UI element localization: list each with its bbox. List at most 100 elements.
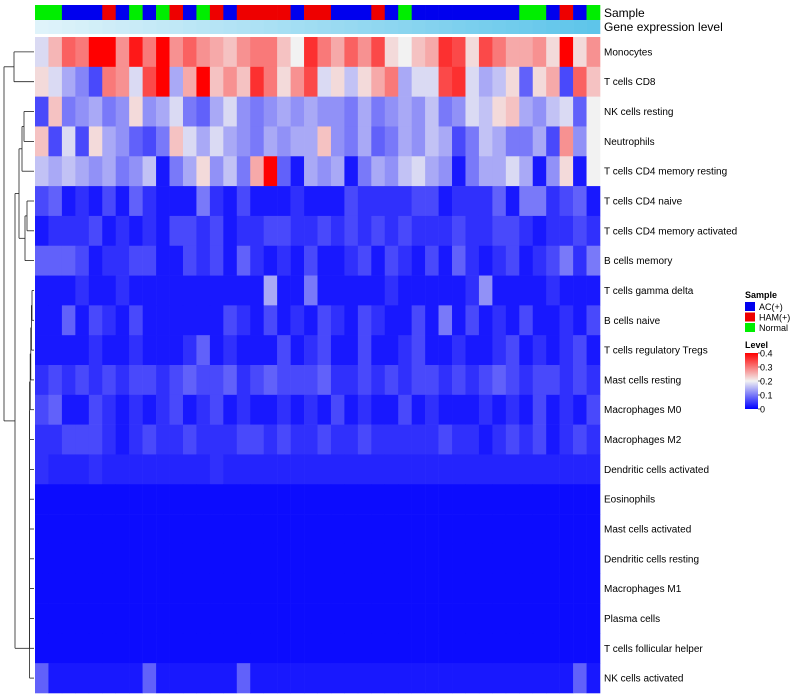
heatmap-cell [317,245,332,276]
heatmap-cell [559,156,574,187]
heatmap-cell [156,543,170,575]
heatmap-cell [384,603,399,634]
row-label: Monocytes [604,47,652,58]
heatmap-cell [586,37,601,68]
heatmap-cell [317,335,332,366]
heatmap-cell [586,305,601,336]
heatmap-cell [357,156,372,187]
heatmap-cell [169,66,184,97]
heatmap-cell [236,66,251,97]
heatmap-cell [384,126,399,157]
heatmap-cell [438,37,453,68]
heatmap-cell [492,573,507,604]
heatmap-cell [182,66,197,97]
heatmap-cell [223,394,238,425]
row-label: Dendritic cells activated [604,465,709,476]
heatmap-cell [304,454,318,485]
heatmap-cell [209,633,224,664]
heatmap-cell [546,156,560,187]
row-label: Eosinophils [604,495,655,506]
heatmap-cell [384,424,399,455]
heatmap-cell [88,305,103,336]
heatmap-cell [371,603,386,634]
heatmap-cell [573,186,587,217]
heatmap-cell [129,484,143,515]
heatmap-cell [102,305,117,336]
heatmap-cell [223,37,238,68]
heatmap-cell [290,305,305,336]
heatmap-cell [371,663,386,694]
heatmap-cell [398,96,412,127]
heatmap-cell [344,335,359,366]
heatmap-cell [182,126,197,157]
heatmap-cell [438,484,453,515]
row-label: T cells CD4 naive [604,197,683,208]
heatmap-cell [263,215,278,247]
heatmap-cell [505,514,520,545]
heatmap-cell [61,365,76,396]
heatmap-cell [304,633,318,664]
heatmap-cell [532,126,547,157]
heatmap-cell [371,156,386,187]
heatmap-cell [196,424,211,455]
heatmap-cell [586,454,601,485]
heatmap-cell [371,454,386,485]
heatmap-cell [330,126,345,157]
heatmap-cell [425,156,439,187]
heatmap-cell [75,514,90,545]
heatmap-cell [48,335,63,366]
expression-annotation-cell [277,20,291,34]
row-label: T cells CD4 memory activated [604,226,737,237]
heatmap-cell [182,633,197,664]
heatmap-cell [48,454,63,485]
heatmap-cell [573,365,587,396]
heatmap-cell [559,245,574,276]
heatmap-cell [344,156,359,187]
heatmap-cell [532,543,547,575]
heatmap-cell [452,37,466,68]
heatmap-cell [75,424,90,455]
heatmap-cell [371,335,386,366]
heatmap-cell [263,275,278,306]
heatmap-cell [304,573,318,604]
heatmap-cell [371,275,386,306]
heatmap-cell [236,573,251,604]
heatmap-cell [505,663,520,694]
heatmap-cell [384,454,399,485]
heatmap-cell [586,335,601,366]
heatmap-cell [573,305,587,336]
expression-annotation-cell [290,20,305,34]
heatmap-cell [115,245,130,276]
heatmap-cell [425,365,439,396]
heatmap-cell [182,275,197,306]
heatmap-cell [357,275,372,306]
heatmap-cell [304,245,318,276]
heatmap-cell [88,245,103,276]
heatmap-cell [478,365,493,396]
sample-annotation-cell [129,5,143,20]
heatmap-cell [263,186,278,217]
expression-annotation-cell [452,20,466,34]
heatmap-cell [129,394,143,425]
heatmap-cell [209,186,224,217]
heatmap-cell [492,215,507,247]
heatmap-cell [438,603,453,634]
heatmap-cell [75,365,90,396]
heatmap-cell [182,156,197,187]
heatmap-cell [75,573,90,604]
heatmap-cell [425,663,439,694]
heatmap-cell [88,633,103,664]
heatmap-cell [75,96,90,127]
heatmap-cell [505,305,520,336]
heatmap-cell [357,245,372,276]
heatmap-cell [250,454,264,485]
heatmap-cell [425,37,439,68]
heatmap-cell [398,156,412,187]
sample-annotation-cell [156,5,170,20]
expression-annotation-cell [546,20,560,34]
heatmap-cell [411,394,426,425]
row-label: Mast cells resting [604,375,681,386]
heatmap-cell [263,96,278,127]
heatmap-cell [196,633,211,664]
heatmap-cell [61,37,76,68]
